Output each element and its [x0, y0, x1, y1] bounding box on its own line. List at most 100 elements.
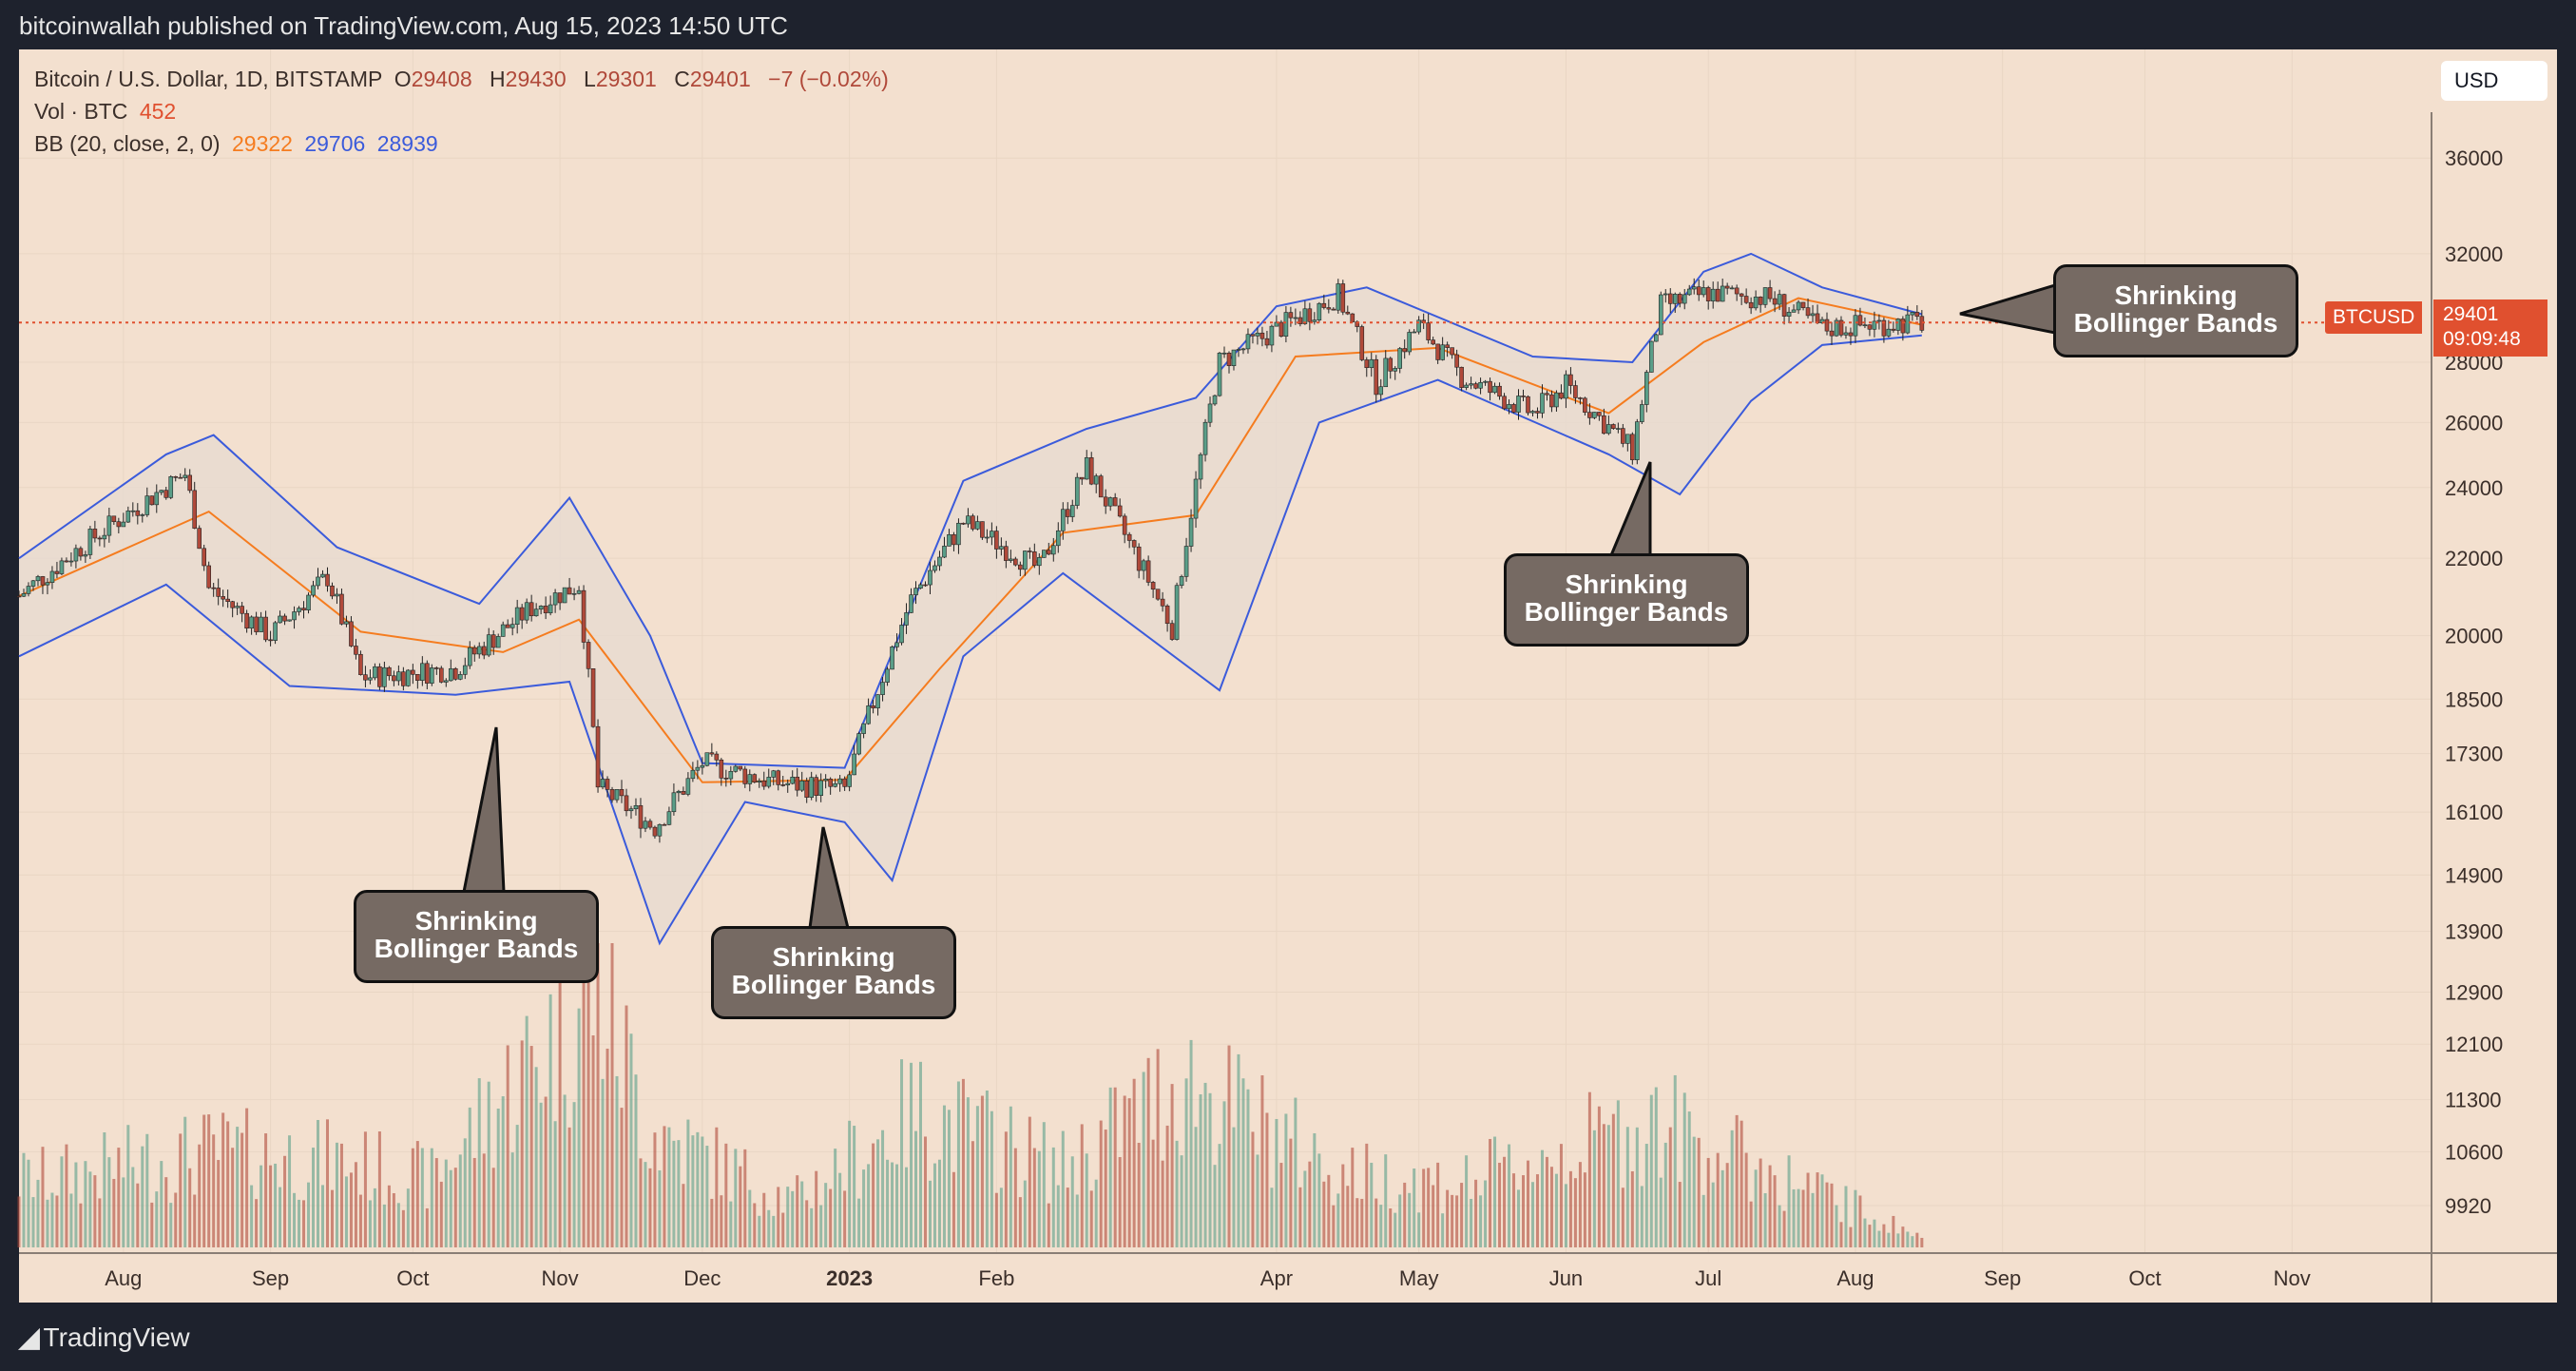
candle-body	[1686, 288, 1692, 296]
volume-bar	[932, 1163, 936, 1247]
volume-bar	[1635, 1127, 1639, 1247]
candle	[1431, 337, 1435, 346]
candle-body	[387, 666, 392, 677]
candle	[619, 780, 625, 803]
volume-bar	[567, 1127, 571, 1247]
volume-bar	[1251, 1131, 1255, 1247]
candle-body	[206, 565, 211, 589]
volume-bar	[382, 1204, 386, 1247]
volume-bar	[753, 1203, 757, 1247]
candle	[1041, 550, 1047, 558]
candle	[1416, 316, 1421, 335]
candle	[833, 778, 837, 788]
candle-body	[1359, 326, 1365, 360]
candle-body	[586, 642, 591, 669]
candle	[1374, 355, 1379, 403]
candle	[590, 668, 596, 728]
volume-bar	[748, 1189, 752, 1247]
volume-bar	[150, 1202, 154, 1247]
candle	[500, 621, 506, 637]
candle-body	[1107, 497, 1113, 507]
candle-body	[1212, 395, 1218, 405]
volume-bar	[1606, 1125, 1610, 1247]
candle	[1193, 471, 1199, 529]
candle-body	[1767, 287, 1773, 299]
candle-body	[1772, 298, 1778, 305]
candle-body	[1758, 297, 1763, 305]
candle	[64, 557, 69, 563]
candle	[514, 599, 520, 634]
candle-body	[140, 514, 145, 516]
y-tick-label: 13900	[2445, 920, 2503, 944]
candle	[1564, 370, 1568, 409]
candle	[1088, 452, 1094, 486]
candle-body	[178, 476, 183, 479]
candle	[1469, 377, 1473, 390]
candle-body	[847, 774, 852, 787]
candle	[928, 561, 932, 595]
candle	[92, 520, 98, 543]
candle-body	[1530, 411, 1535, 414]
candle-body	[1606, 424, 1611, 434]
candle	[818, 773, 823, 802]
candle	[1450, 347, 1454, 359]
volume-bar	[980, 1095, 984, 1247]
currency-button[interactable]: USD	[2441, 61, 2547, 101]
candle	[430, 664, 434, 686]
candle-body	[1055, 530, 1061, 547]
volume-bar	[250, 1185, 254, 1247]
symbol-label: Bitcoin / U.S. Dollar, 1D, BITSTAMP	[34, 67, 383, 91]
volume-bar	[1611, 1113, 1615, 1247]
volume-bar	[1678, 1182, 1682, 1247]
candle-body	[382, 666, 387, 687]
candle-body	[1473, 383, 1478, 389]
candle-body	[1431, 339, 1435, 345]
candle	[1397, 346, 1403, 374]
candle	[1459, 366, 1464, 392]
bottom-bar: ◢ TradingView	[0, 1303, 2576, 1371]
volume-bar	[1782, 1210, 1786, 1247]
candle	[1653, 333, 1659, 342]
candle	[1663, 289, 1668, 303]
candle	[567, 577, 572, 595]
candle	[349, 616, 354, 647]
candle	[1644, 370, 1649, 413]
volume-bar	[1858, 1195, 1862, 1247]
volume-bar	[720, 1195, 723, 1247]
volume-bar	[1882, 1224, 1886, 1247]
candle-body	[1378, 386, 1384, 396]
volume-bar	[122, 1177, 125, 1247]
x-tick-label: Dec	[683, 1266, 721, 1290]
tradingview-logo[interactable]: ◢ TradingView	[19, 1322, 190, 1353]
volume-bar	[1835, 1205, 1838, 1247]
candle	[230, 600, 235, 618]
candle-body	[1644, 372, 1649, 405]
volume-bar	[1915, 1232, 1919, 1247]
volume-bar	[1227, 1045, 1231, 1247]
candle	[1112, 492, 1118, 507]
candle	[1160, 591, 1165, 612]
candle	[1345, 305, 1351, 316]
candle-body	[121, 521, 126, 528]
candle-body	[1188, 517, 1194, 547]
candle-body	[1440, 344, 1445, 360]
candle-body	[733, 765, 739, 772]
volume-bar	[1711, 1182, 1715, 1247]
candle	[187, 469, 193, 493]
candle	[918, 582, 923, 589]
candle	[87, 526, 93, 559]
candle-body	[1288, 312, 1294, 319]
volume-bar	[491, 1168, 495, 1247]
candle-body	[1658, 294, 1663, 336]
volume-bar	[1503, 1156, 1507, 1247]
volume-bar	[496, 1108, 500, 1247]
candle	[462, 657, 468, 680]
volume-bar	[84, 1161, 87, 1247]
callout-tail	[1959, 282, 2057, 335]
candle-body	[1369, 358, 1375, 369]
candle	[434, 666, 439, 675]
volume-bar	[193, 1194, 197, 1247]
callout-box: Shrinking Bollinger Bands	[1504, 553, 1749, 647]
volume-bar	[1189, 1039, 1193, 1247]
